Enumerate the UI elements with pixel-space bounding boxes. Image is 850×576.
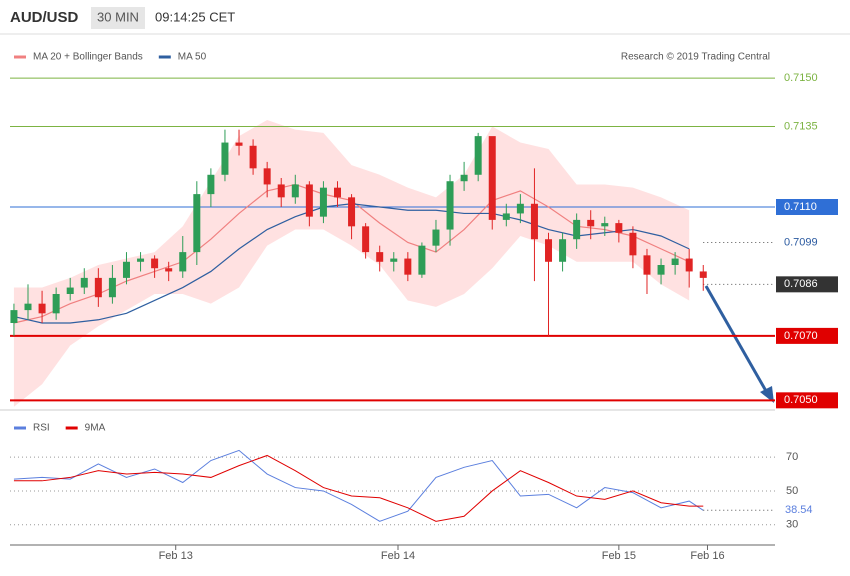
last-value-label: 38.54: [785, 504, 813, 516]
candle-body: [38, 303, 46, 314]
candle-body: [362, 226, 370, 253]
candle-body: [137, 258, 145, 262]
level-label: 0.7135: [784, 120, 818, 132]
candle-body: [207, 174, 215, 195]
candle-body: [432, 229, 440, 246]
legend-label: 9MA: [85, 423, 106, 434]
legend-label: RSI: [33, 423, 50, 434]
candle-body: [165, 268, 173, 272]
candle-body: [460, 174, 468, 182]
x-tick-label: Feb 16: [690, 550, 724, 562]
candle-body: [235, 142, 243, 146]
forecast-arrowhead: [760, 386, 774, 403]
level-label: 0.7110: [784, 201, 817, 213]
candle-body: [122, 261, 130, 278]
candle-body: [10, 310, 18, 323]
candle-body: [52, 294, 60, 314]
candle-body: [629, 232, 637, 256]
candle-body: [530, 203, 538, 240]
candle-body: [221, 142, 229, 175]
candle-body: [390, 258, 398, 262]
candle-body: [151, 258, 159, 269]
x-tick-label: Feb 15: [602, 550, 636, 562]
candle-body: [601, 223, 609, 227]
symbol: AUD/USD: [10, 9, 79, 26]
level-label: 0.7070: [784, 330, 818, 342]
legend-label: MA 50: [178, 52, 207, 63]
level-label-box: [776, 199, 838, 215]
indicator-line: [13, 454, 704, 522]
candle-body: [418, 245, 426, 275]
candle-body: [24, 303, 32, 311]
candle-body: [193, 194, 201, 253]
level-label: 0.7099: [784, 236, 818, 248]
interval: 30 MIN: [97, 9, 139, 24]
candle-body: [348, 197, 356, 227]
x-tick-label: Feb 14: [381, 550, 415, 562]
candle-body: [66, 287, 74, 294]
candle-body: [277, 184, 285, 198]
source: Research © 2019 Trading Central: [621, 52, 770, 63]
level-label: 0.7050: [784, 394, 818, 406]
legend-label: MA 20 + Bollinger Bands: [33, 52, 143, 63]
candle-body: [559, 239, 567, 262]
candle-body: [685, 258, 693, 272]
level-label: 0.7086: [784, 278, 818, 290]
candle-body: [376, 252, 384, 262]
candle-body: [502, 213, 510, 220]
candle-body: [319, 187, 327, 217]
interval-box: [91, 7, 145, 29]
level-label-box: [776, 327, 838, 344]
candle-body: [94, 277, 102, 298]
candle-body: [657, 265, 665, 275]
candle-body: [404, 258, 412, 275]
candle-body: [108, 277, 116, 298]
forecast-arrow: [704, 285, 772, 399]
candle-body: [263, 168, 271, 185]
candle-body: [249, 145, 257, 169]
candle-body: [305, 184, 313, 217]
x-tick-label: Feb 13: [159, 550, 193, 562]
level-label-box: [776, 276, 838, 293]
candle-body: [516, 203, 524, 214]
candle-body: [446, 181, 454, 230]
level-label-box: [776, 392, 838, 409]
y-tick-label: 70: [786, 451, 798, 463]
candle-body: [545, 239, 553, 262]
candle-body: [699, 271, 707, 278]
level-label: 0.7150: [784, 72, 818, 84]
bollinger-band: [13, 120, 690, 407]
candle-body: [474, 136, 482, 175]
candle-body: [80, 277, 88, 288]
indicator-line: [13, 449, 704, 522]
y-tick-label: 50: [786, 485, 798, 497]
candle-body: [643, 255, 651, 275]
time: 09:14:25 CET: [155, 9, 235, 24]
candle-body: [179, 252, 187, 272]
y-tick-label: 30: [786, 519, 798, 531]
candle-body: [615, 223, 623, 233]
candle-body: [587, 219, 595, 227]
candle-body: [671, 258, 679, 265]
candle-body: [291, 184, 299, 198]
candle-body: [573, 219, 581, 240]
candle-body: [333, 187, 341, 198]
candle-body: [488, 136, 496, 220]
